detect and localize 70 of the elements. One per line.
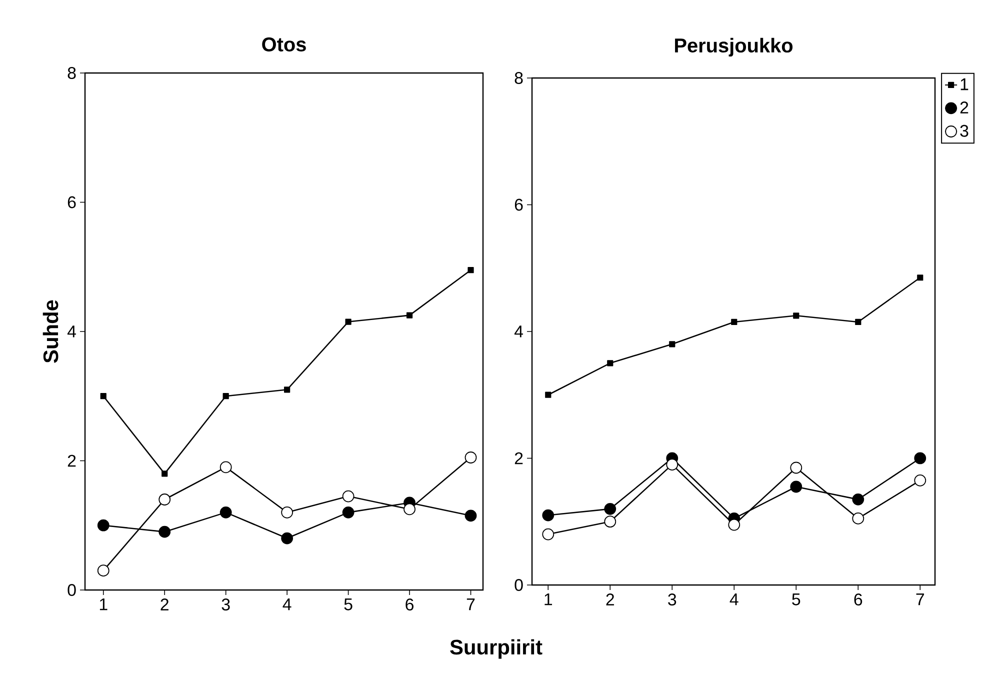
point <box>852 512 864 524</box>
legend-label: 1 <box>960 78 968 90</box>
point <box>158 526 171 538</box>
point <box>404 503 416 516</box>
point <box>222 393 229 400</box>
point <box>97 519 110 532</box>
point <box>793 312 800 319</box>
point <box>917 274 924 281</box>
x-tick-label: 1 <box>544 594 552 606</box>
x-tick-label: 5 <box>344 598 352 610</box>
x-tick-label: 4 <box>282 598 292 610</box>
x-tick-label: 3 <box>668 594 676 606</box>
point <box>852 493 864 506</box>
point <box>345 318 352 325</box>
chart-title: Otos <box>262 37 306 52</box>
point <box>545 392 552 398</box>
point <box>607 360 614 366</box>
x-axis-title: Suurpiirit <box>450 639 542 659</box>
point <box>604 502 616 515</box>
point <box>604 516 616 528</box>
point <box>790 462 802 474</box>
point <box>542 509 554 522</box>
point <box>464 510 477 522</box>
point <box>855 318 862 326</box>
point <box>790 480 802 493</box>
legend-label: 3 <box>960 124 968 137</box>
y-tick-label: 0 <box>514 578 523 591</box>
x-tick-label: 6 <box>854 594 862 606</box>
point <box>342 490 354 502</box>
point <box>220 461 232 474</box>
x-tick-label: 7 <box>916 594 924 606</box>
chart-title: Perusjoukko <box>675 38 793 56</box>
y-tick-label: 4 <box>67 326 76 338</box>
point <box>669 341 676 348</box>
y-tick-label: 8 <box>514 72 523 84</box>
point <box>158 494 171 506</box>
y-tick-label: 6 <box>514 198 523 211</box>
x-tick-label: 4 <box>730 594 738 606</box>
point <box>731 318 738 326</box>
x-tick-label: 6 <box>406 598 414 610</box>
legend-label: 2 <box>960 102 968 114</box>
point <box>542 528 554 540</box>
x-tick-label: 5 <box>792 594 800 606</box>
point <box>220 506 232 518</box>
point <box>914 474 926 486</box>
y-tick-label: 6 <box>68 196 76 208</box>
point <box>284 386 290 393</box>
y-tick-label: 2 <box>68 454 76 467</box>
point <box>100 393 106 400</box>
point <box>281 532 294 544</box>
point <box>281 506 294 518</box>
point <box>914 452 926 464</box>
point <box>162 470 168 477</box>
y-tick-label: 0 <box>68 584 76 596</box>
y-tick-label: 2 <box>514 452 523 464</box>
y-axis-title: Suhde <box>42 300 58 363</box>
x-tick-label: 7 <box>466 598 475 610</box>
point <box>464 452 477 464</box>
x-tick-label: 1 <box>100 598 108 610</box>
y-tick-label: 8 <box>68 66 76 79</box>
point <box>468 267 474 274</box>
y-tick-label: 4 <box>514 326 523 338</box>
point <box>666 458 678 471</box>
point <box>342 506 354 518</box>
point <box>728 518 740 531</box>
point <box>97 564 110 577</box>
point <box>406 312 413 318</box>
x-tick-label: 2 <box>160 598 168 610</box>
x-tick-label: 2 <box>606 594 614 606</box>
x-tick-label: 3 <box>222 598 230 610</box>
